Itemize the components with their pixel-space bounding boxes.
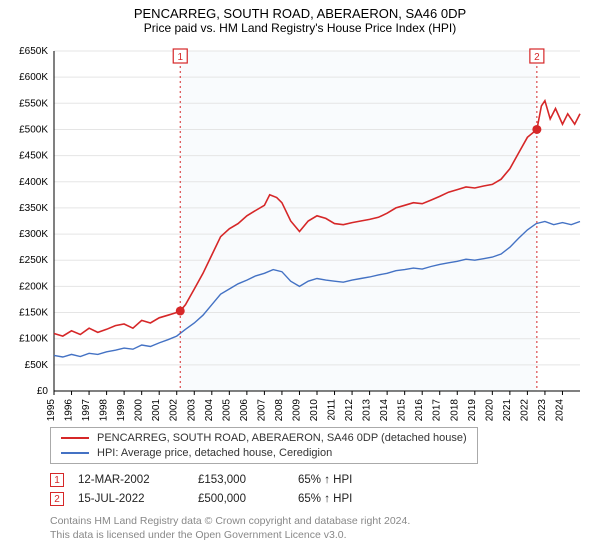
svg-text:2021: 2021 — [502, 399, 513, 421]
sale-row: 2 15-JUL-2022£500,00065% ↑ HPI — [50, 492, 590, 506]
svg-text:2018: 2018 — [449, 399, 460, 421]
svg-text:2004: 2004 — [204, 399, 215, 421]
sale-row: 1 12-MAR-2002£153,00065% ↑ HPI — [50, 473, 590, 487]
svg-text:2015: 2015 — [397, 399, 408, 421]
legend-swatch — [61, 437, 89, 439]
svg-text:2016: 2016 — [414, 399, 425, 421]
svg-text:2003: 2003 — [186, 399, 197, 421]
footnote-line2: This data is licensed under the Open Gov… — [50, 528, 590, 542]
svg-text:2011: 2011 — [327, 399, 338, 421]
sale-price: £500,000 — [198, 493, 298, 505]
legend-item: HPI: Average price, detached house, Cere… — [61, 447, 467, 459]
svg-text:£0: £0 — [37, 386, 49, 397]
svg-text:2013: 2013 — [362, 399, 373, 421]
svg-text:2010: 2010 — [309, 399, 320, 421]
svg-text:£250K: £250K — [19, 255, 48, 266]
svg-text:2006: 2006 — [239, 399, 250, 421]
svg-text:£550K: £550K — [19, 98, 48, 109]
svg-text:2019: 2019 — [467, 399, 478, 421]
svg-text:£200K: £200K — [19, 281, 48, 292]
svg-text:1: 1 — [177, 52, 183, 63]
svg-text:£650K: £650K — [19, 46, 48, 57]
svg-text:2000: 2000 — [134, 399, 145, 421]
svg-text:2: 2 — [534, 52, 540, 63]
svg-text:1998: 1998 — [99, 399, 110, 421]
svg-text:1995: 1995 — [46, 399, 57, 421]
svg-text:2002: 2002 — [169, 399, 180, 421]
svg-text:£350K: £350K — [19, 203, 48, 214]
svg-text:£300K: £300K — [19, 229, 48, 240]
legend: PENCARREG, SOUTH ROAD, ABERAERON, SA46 0… — [50, 427, 478, 464]
svg-text:2024: 2024 — [554, 399, 565, 421]
chart-subtitle: Price paid vs. HM Land Registry's House … — [10, 21, 590, 35]
svg-text:2023: 2023 — [537, 399, 548, 421]
svg-text:£100K: £100K — [19, 334, 48, 345]
sale-pct: 65% ↑ HPI — [298, 474, 398, 486]
svg-text:1996: 1996 — [64, 399, 75, 421]
svg-text:1999: 1999 — [116, 399, 127, 421]
svg-text:2022: 2022 — [519, 399, 530, 421]
footnote-line1: Contains HM Land Registry data © Crown c… — [50, 514, 590, 528]
legend-swatch — [61, 452, 89, 454]
svg-text:2020: 2020 — [484, 399, 495, 421]
svg-text:2007: 2007 — [256, 399, 267, 421]
svg-text:£400K: £400K — [19, 177, 48, 188]
svg-text:£600K: £600K — [19, 72, 48, 83]
sales-table: 1 12-MAR-2002£153,00065% ↑ HPI 2 15-JUL-202… — [10, 473, 590, 506]
svg-text:2014: 2014 — [379, 399, 390, 421]
svg-text:2005: 2005 — [221, 399, 232, 421]
sale-marker-icon: 2 — [50, 492, 64, 506]
svg-text:2017: 2017 — [432, 399, 443, 421]
sale-date: 15-JUL-2022 — [78, 493, 198, 505]
chart-area: £0 £50K £100K £150K £200K £250K £300K £350K £400… — [10, 41, 590, 421]
chart-svg: £0 £50K £100K £150K £200K £250K £300K £350K £400… — [10, 41, 590, 421]
svg-text:£150K: £150K — [19, 308, 48, 319]
chart-title: PENCARREG, SOUTH ROAD, ABERAERON, SA46 0… — [10, 6, 590, 21]
legend-label: PENCARREG, SOUTH ROAD, ABERAERON, SA46 0… — [97, 432, 467, 444]
svg-text:2001: 2001 — [151, 399, 162, 421]
svg-text:1997: 1997 — [81, 399, 92, 421]
svg-text:£500K: £500K — [19, 124, 48, 135]
svg-text:2008: 2008 — [274, 399, 285, 421]
sale-pct: 65% ↑ HPI — [298, 493, 398, 505]
legend-item: PENCARREG, SOUTH ROAD, ABERAERON, SA46 0… — [61, 432, 467, 444]
footnote: Contains HM Land Registry data © Crown c… — [50, 514, 590, 542]
sale-date: 12-MAR-2002 — [78, 474, 198, 486]
legend-label: HPI: Average price, detached house, Cere… — [97, 447, 332, 459]
svg-text:2009: 2009 — [291, 399, 302, 421]
svg-text:2012: 2012 — [344, 399, 355, 421]
sale-marker-icon: 1 — [50, 473, 64, 487]
svg-text:£450K: £450K — [19, 151, 48, 162]
svg-text:£50K: £50K — [25, 360, 49, 371]
sale-price: £153,000 — [198, 474, 298, 486]
